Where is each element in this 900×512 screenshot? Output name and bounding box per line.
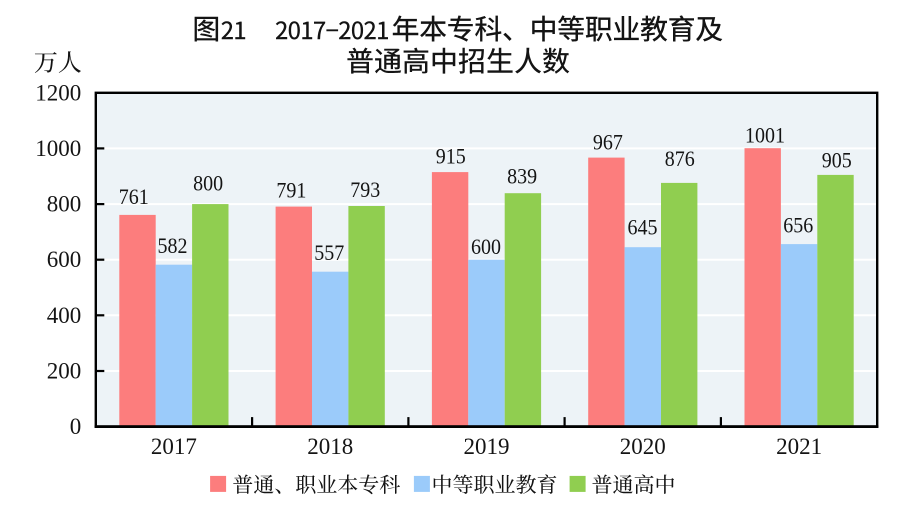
svg-text:2020: 2020: [620, 434, 666, 459]
svg-text:200: 200: [47, 359, 82, 384]
svg-text:2018: 2018: [307, 434, 353, 459]
svg-text:800: 800: [193, 170, 223, 195]
svg-text:967: 967: [593, 130, 623, 155]
svg-text:800: 800: [47, 192, 82, 217]
svg-text:915: 915: [436, 143, 466, 168]
svg-text:1200: 1200: [35, 80, 81, 105]
svg-text:600: 600: [471, 234, 501, 259]
svg-text:400: 400: [47, 303, 82, 328]
svg-text:600: 600: [47, 247, 82, 272]
svg-text:2017: 2017: [151, 434, 197, 459]
svg-text:645: 645: [628, 214, 658, 239]
svg-text:905: 905: [822, 148, 852, 173]
svg-text:0: 0: [70, 414, 82, 439]
svg-text:582: 582: [158, 233, 188, 258]
svg-text:761: 761: [119, 184, 149, 209]
svg-text:2019: 2019: [464, 434, 510, 459]
svg-text:839: 839: [507, 164, 537, 189]
svg-text:791: 791: [276, 178, 306, 203]
svg-text:557: 557: [314, 240, 344, 265]
svg-text:1001: 1001: [745, 123, 785, 148]
svg-text:1000: 1000: [35, 136, 81, 161]
svg-text:876: 876: [665, 146, 695, 171]
svg-text:2021: 2021: [776, 434, 822, 459]
svg-text:656: 656: [783, 213, 813, 238]
svg-text:793: 793: [350, 177, 380, 202]
